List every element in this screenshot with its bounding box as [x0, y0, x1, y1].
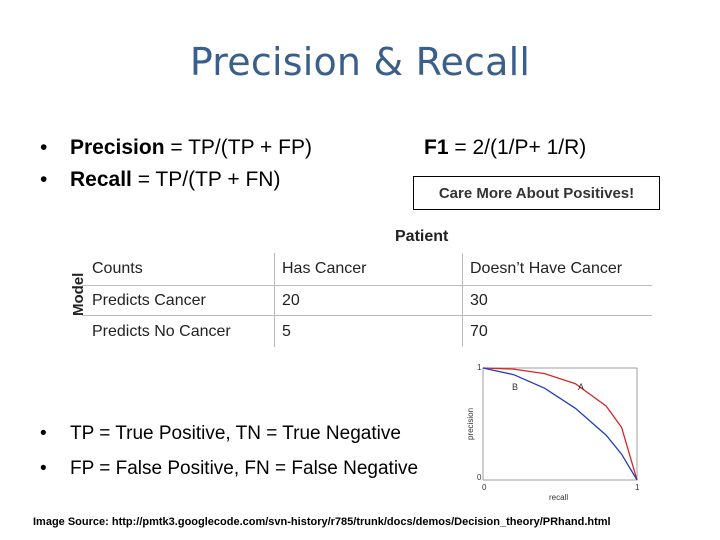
cell-true-positive: 20 [282, 292, 300, 309]
f1-formula: F1 = 2/(1/P+ 1/R) [424, 136, 586, 160]
row-divider [82, 315, 652, 316]
column-divider [462, 253, 463, 347]
annotation-b: B [512, 382, 518, 392]
recall-bullet: • Recall = TP/(TP + FN) [40, 164, 312, 196]
cell-false-negative: 5 [282, 323, 291, 340]
bullet-icon: • [40, 168, 48, 191]
f1-term: F1 [424, 136, 449, 159]
confusion-table: Counts Has Cancer Doesn’t Have Cancer Pr… [82, 253, 652, 347]
row-divider [82, 285, 652, 286]
definitions-list: • Precision = TP/(TP + FP) • Recall = TP/(… [40, 132, 312, 196]
image-source-credit: Image Source: http://pmtk3.googlecode.co… [33, 516, 611, 528]
f1-expression: = 2/(1/P+ 1/R) [448, 136, 587, 159]
y-tick-label-top: 1 [477, 363, 482, 372]
column-group-label: Patient [395, 228, 449, 245]
x-axis-label: recall [549, 493, 568, 502]
precision-term: Precision [70, 136, 165, 159]
plot-frame [482, 367, 638, 481]
y-tick-label-bottom: 0 [477, 473, 482, 482]
precision-bullet: • Precision = TP/(TP + FP) [40, 132, 312, 164]
x-tick-label-right: 1 [635, 483, 640, 492]
header-has-cancer: Has Cancer [282, 260, 367, 277]
header-counts: Counts [92, 260, 143, 277]
cell-true-negative: 70 [470, 323, 488, 340]
fp-fn-bullet: • FP = False Positive, FN = False Negativ… [40, 451, 418, 486]
row-label-predicts-no-cancer: Predicts No Cancer [92, 323, 231, 340]
pr-curve-chart: 1 0 0 1 recall precision A B [466, 363, 640, 502]
precision-formula: = TP/(TP + FP) [164, 136, 312, 159]
series-b-line [482, 367, 638, 481]
tp-tn-bullet: • TP = True Positive, TN = True Negative [40, 416, 418, 451]
slide-title: Precision & Recall [189, 40, 531, 84]
x-tick-label-left: 0 [482, 483, 487, 492]
column-divider [274, 253, 275, 347]
callout-box: Care More About Positives! [413, 176, 660, 210]
y-axis-label: precision [466, 408, 475, 440]
recall-formula: = TP/(TP + FN) [131, 168, 281, 191]
header-no-cancer: Doesn’t Have Cancer [470, 260, 623, 277]
annotation-a: A [578, 382, 584, 392]
recall-term: Recall [70, 168, 132, 191]
bullet-icon: • [40, 136, 48, 159]
cell-false-positive: 30 [470, 292, 488, 309]
row-label-predicts-cancer: Predicts Cancer [92, 292, 206, 309]
bullet-icon: • [40, 423, 47, 444]
bullet-icon: • [40, 458, 47, 479]
tp-tn-text: TP = True Positive, TN = True Negative [70, 423, 401, 444]
series-a-line [482, 367, 638, 481]
abbreviation-list: • TP = True Positive, TN = True Negative … [40, 416, 418, 486]
fp-fn-text: FP = False Positive, FN = False Negative [70, 458, 419, 479]
